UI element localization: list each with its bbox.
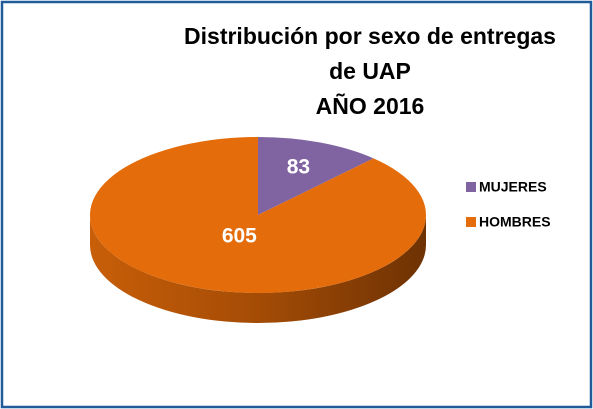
pie-slice — [89, 137, 427, 294]
title-line: Distribución por sexo de entregas — [184, 23, 556, 49]
pie-slice — [258, 137, 374, 215]
pie-side — [90, 215, 426, 323]
legend-label: MUJERES — [479, 179, 547, 195]
pie: 83 605 — [89, 137, 427, 323]
legend-swatch — [466, 182, 476, 192]
legend-label: HOMBRES — [479, 214, 551, 230]
legend-swatch — [466, 217, 476, 227]
data-label: 605 — [222, 224, 257, 247]
title-line: de UAP — [329, 58, 411, 84]
legend: MUJERES HOMBRES — [466, 179, 551, 230]
chart-title: Distribución por sexo de entregas de UAP A… — [184, 23, 556, 119]
title-line: AÑO 2016 — [316, 92, 425, 119]
data-label: 83 — [287, 155, 310, 178]
